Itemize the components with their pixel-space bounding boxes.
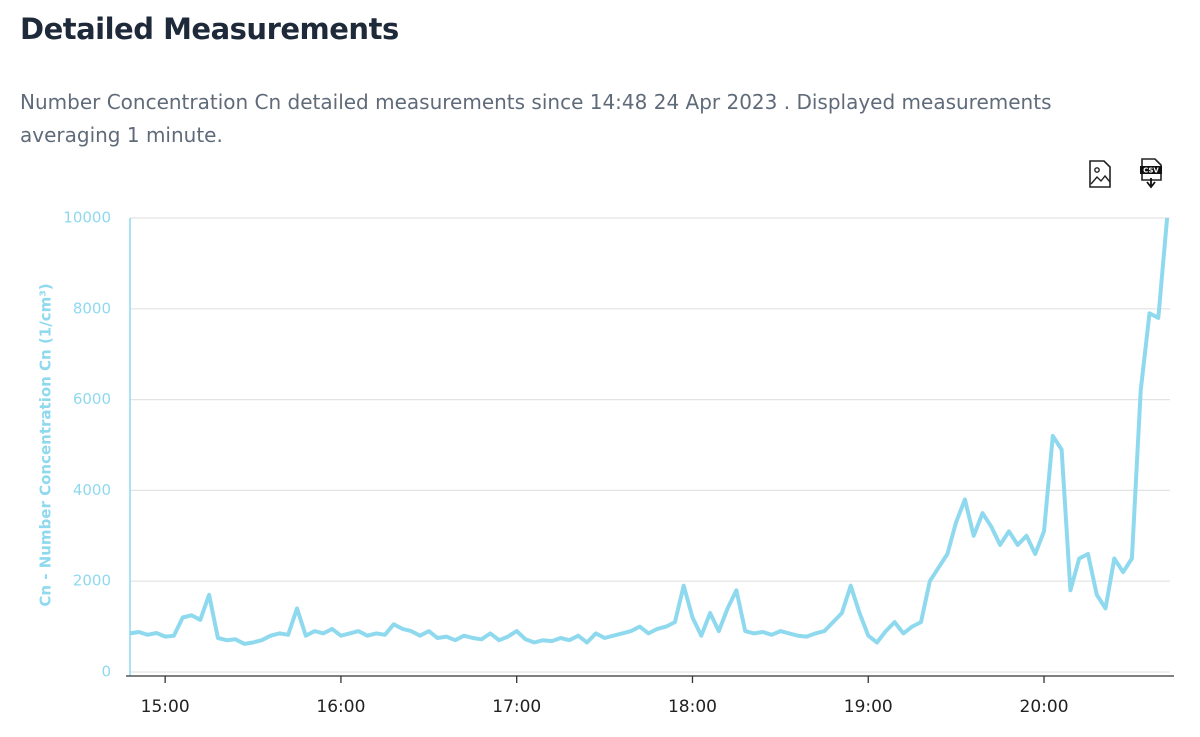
y-tick-label: 2000	[73, 572, 111, 590]
icon-mountain	[1090, 174, 1111, 185]
x-tick-label: 15:00	[141, 697, 190, 717]
csv-export-button[interactable]: CSV	[1140, 158, 1162, 189]
y-axis-title: Cn - Number Concentration Cn (1/cm³)	[37, 283, 55, 606]
x-tick-label: 20:00	[1020, 697, 1069, 717]
page-title: Detailed Measurements	[20, 12, 399, 46]
image-export-button[interactable]	[1089, 160, 1111, 188]
x-tick-label: 18:00	[668, 697, 717, 717]
y-tick-label: 10000	[63, 209, 111, 227]
y-tick-label: 8000	[73, 299, 111, 317]
icon-outline	[1089, 160, 1111, 188]
icon-sun	[1094, 167, 1100, 173]
x-tick-label: 17:00	[492, 697, 541, 717]
y-tick-label: 6000	[73, 390, 111, 408]
x-tick-label: 16:00	[316, 697, 365, 717]
description: Number Concentration Cn detailed measure…	[20, 90, 1052, 147]
x-tick-label: 19:00	[844, 697, 893, 717]
icon-arrow	[1146, 178, 1156, 189]
csv-label: CSV	[1143, 167, 1159, 175]
y-tick-label: 0	[101, 663, 111, 681]
y-tick-label: 4000	[73, 481, 111, 499]
icon-band	[1140, 166, 1162, 174]
data-line	[129, 217, 1170, 646]
